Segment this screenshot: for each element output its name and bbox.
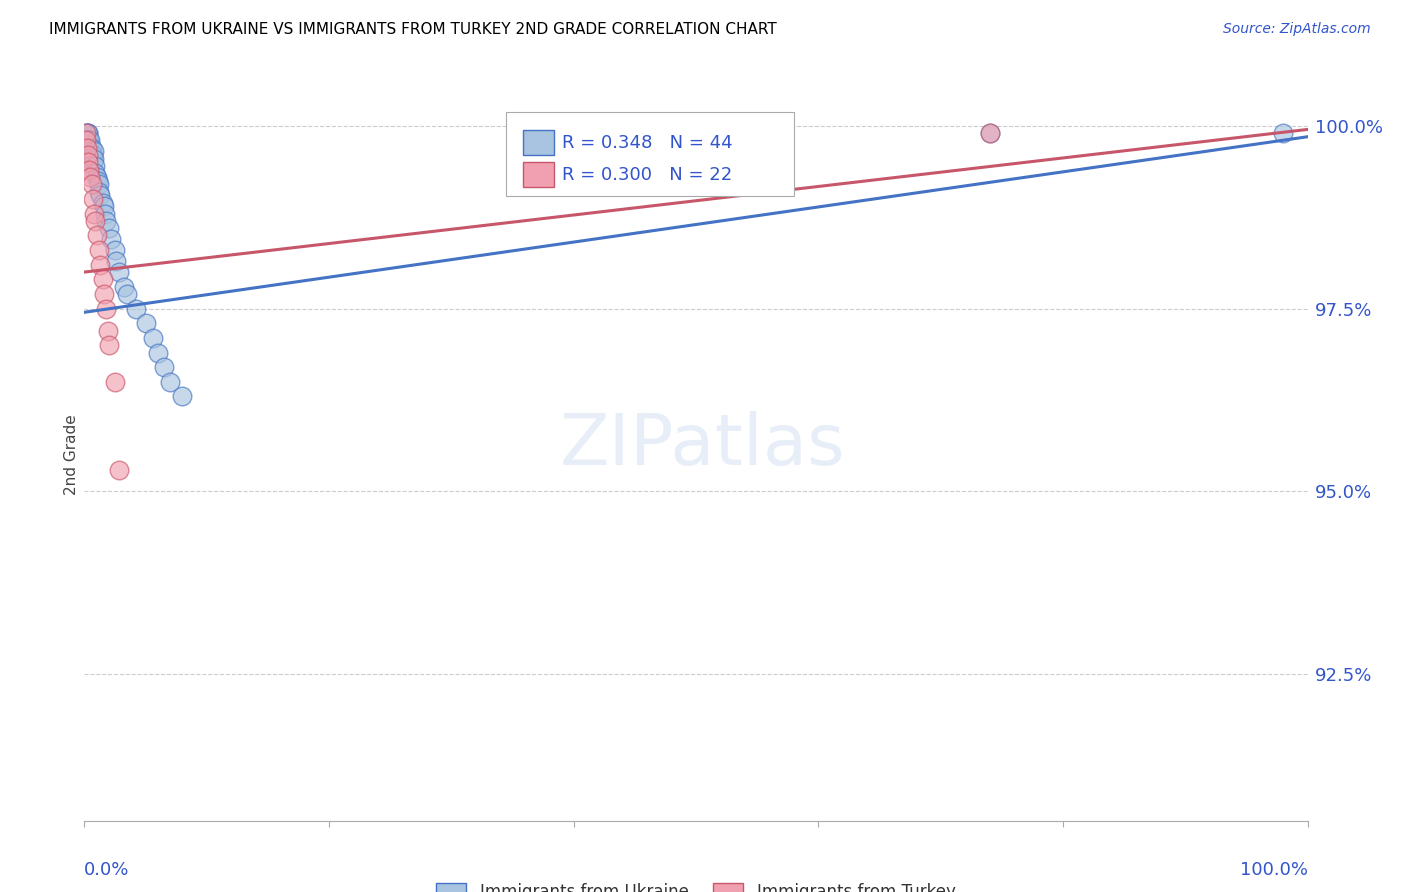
Point (77, 141, 100, 155)
Point (84, 159, 107, 173)
Point (1272, 126, 1295, 140)
Point (80, 148, 103, 162)
Point (75, 133, 97, 147)
Point (142, 331, 165, 345)
Point (79, 133, 101, 147)
Point (89, 188, 111, 202)
Y-axis label: 2nd Grade: 2nd Grade (63, 415, 79, 495)
Point (75, 126, 97, 140)
Point (115, 287, 138, 301)
Text: IMMIGRANTS FROM UKRAINE VS IMMIGRANTS FROM TURKEY 2ND GRADE CORRELATION CHART: IMMIGRANTS FROM UKRAINE VS IMMIGRANTS FR… (49, 22, 778, 37)
Point (84, 214, 107, 228)
Text: Source: ZipAtlas.com: Source: ZipAtlas.com (1223, 22, 1371, 37)
Point (105, 254, 128, 268)
Point (979, 126, 1001, 140)
Point (77, 133, 100, 147)
Point (77, 155, 100, 169)
Point (76, 126, 98, 140)
Point (96, 214, 118, 228)
Point (125, 301, 148, 316)
Point (135, 316, 157, 330)
Point (100, 232, 122, 246)
Text: 0.0%: 0.0% (84, 861, 129, 879)
Point (76, 133, 98, 147)
Point (86, 169, 108, 184)
Point (91, 272, 114, 286)
Text: ZIPatlas: ZIPatlas (560, 411, 846, 481)
Point (77, 126, 100, 140)
Point (77, 162, 100, 177)
Point (87, 178, 110, 192)
Point (87, 185, 110, 199)
Point (83, 152, 105, 166)
Point (112, 279, 135, 293)
Point (77, 148, 100, 162)
Point (77, 133, 100, 147)
Point (82, 148, 104, 162)
Point (84, 166, 107, 180)
Point (91, 195, 114, 210)
Point (79, 141, 101, 155)
Point (104, 243, 127, 257)
Point (153, 360, 176, 375)
Legend: Immigrants from Ukraine, Immigrants from Turkey: Immigrants from Ukraine, Immigrants from… (430, 876, 962, 892)
Text: 100.0%: 100.0% (1240, 861, 1308, 879)
Point (86, 228, 108, 243)
Point (107, 462, 129, 476)
Point (83, 145, 105, 159)
Point (75, 126, 97, 140)
Point (87, 173, 110, 187)
Point (82, 192, 104, 206)
Point (97, 338, 120, 352)
Point (97, 221, 120, 235)
Point (75, 133, 97, 147)
Point (107, 265, 129, 279)
Point (146, 345, 169, 359)
Point (80, 141, 103, 155)
Point (89, 258, 111, 272)
Text: R = 0.300   N = 22: R = 0.300 N = 22 (562, 166, 733, 185)
Point (97, 324, 120, 338)
Point (87, 243, 110, 257)
Point (83, 206, 105, 220)
Point (82, 155, 104, 169)
Point (80, 178, 103, 192)
Point (93, 199, 115, 213)
Point (159, 375, 181, 389)
Point (172, 389, 194, 403)
Point (93, 287, 115, 301)
Point (96, 301, 118, 316)
Point (104, 375, 127, 389)
Point (76, 141, 98, 155)
Point (94, 206, 117, 220)
Point (979, 126, 1001, 140)
Point (79, 169, 101, 184)
Text: R = 0.348   N = 44: R = 0.348 N = 44 (562, 134, 733, 152)
Point (77, 126, 100, 140)
